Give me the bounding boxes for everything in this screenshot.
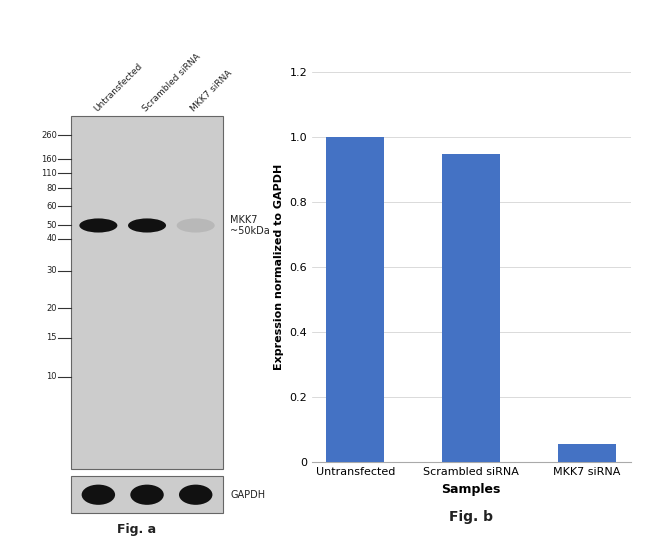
Text: 10: 10 <box>46 372 57 381</box>
Text: 30: 30 <box>46 266 57 275</box>
Text: MKK7
~50kDa: MKK7 ~50kDa <box>230 214 270 236</box>
Ellipse shape <box>128 218 166 232</box>
Text: 60: 60 <box>46 202 57 211</box>
Ellipse shape <box>179 485 213 505</box>
Text: 260: 260 <box>41 131 57 140</box>
Ellipse shape <box>82 485 115 505</box>
Text: 40: 40 <box>46 234 57 243</box>
Text: MKK7 siRNA: MKK7 siRNA <box>189 69 234 114</box>
Bar <box>71 116 223 469</box>
Bar <box>442 154 501 462</box>
Text: 110: 110 <box>41 169 57 178</box>
Ellipse shape <box>177 218 214 232</box>
Ellipse shape <box>130 485 164 505</box>
Ellipse shape <box>79 218 118 232</box>
Text: 20: 20 <box>46 304 57 313</box>
Bar <box>71 476 223 513</box>
Text: Untransfected: Untransfected <box>92 62 144 114</box>
Text: 50: 50 <box>46 221 57 230</box>
Y-axis label: Expression normalized to GAPDH: Expression normalized to GAPDH <box>274 164 284 370</box>
Text: GAPDH: GAPDH <box>230 490 265 500</box>
Text: 160: 160 <box>41 155 57 164</box>
Bar <box>558 444 616 462</box>
Bar <box>326 138 384 462</box>
X-axis label: Samples: Samples <box>441 483 501 496</box>
Text: Scrambled siRNA: Scrambled siRNA <box>140 52 202 114</box>
Text: 80: 80 <box>46 184 57 193</box>
Text: 15: 15 <box>46 333 57 342</box>
Text: Fig. a: Fig. a <box>117 523 156 536</box>
Text: Fig. b: Fig. b <box>449 510 493 524</box>
